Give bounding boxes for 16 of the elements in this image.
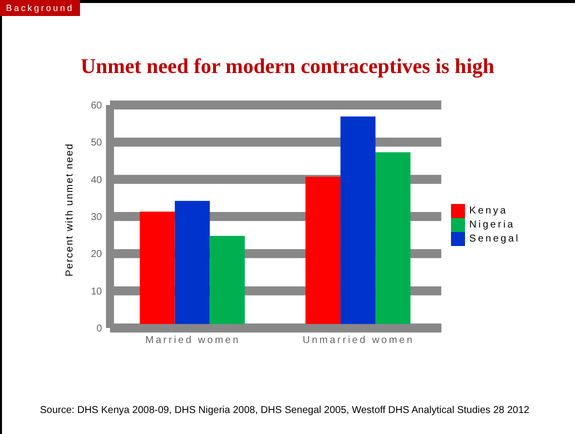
y-axis-title: Percent with unmet need	[64, 142, 76, 276]
y-tick-label: 60	[90, 100, 102, 112]
y-tick-label: 30	[90, 212, 102, 224]
y-tick-label: 10	[90, 286, 102, 298]
legend-label: Nigeria	[469, 220, 515, 231]
y-tick-label: 0	[96, 324, 102, 335]
y-tick-label: 20	[90, 249, 102, 260]
text: Background	[0, 0, 80, 16]
x-tick-label: Married women	[145, 335, 240, 346]
legend-label: Senegal	[469, 234, 520, 245]
source-note: Source: DHS Kenya 2008-09, DHS Nigeria 2008, DHS Senegal 2005, Westoff DHS Analytical Studies 28 2012	[40, 405, 530, 416]
y-tick-label: 50	[90, 138, 102, 149]
legend-label: Kenya	[469, 206, 508, 217]
x-tick-label: Unmarried women	[302, 335, 414, 346]
chart-title: Unmet need for modern contraceptives is high	[80, 54, 496, 79]
y-tick-label: 40	[90, 174, 102, 186]
